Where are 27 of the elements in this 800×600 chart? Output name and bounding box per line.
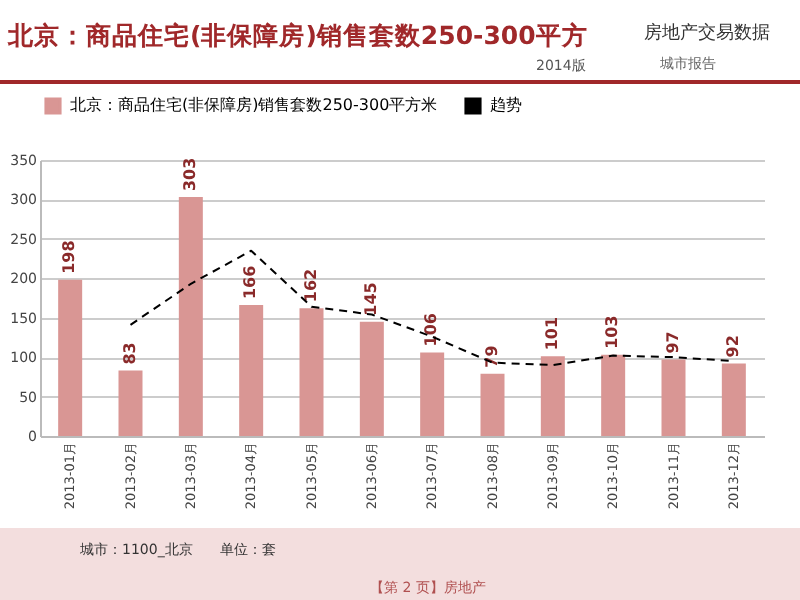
data-label: 103 xyxy=(603,315,622,349)
data-label: 198 xyxy=(60,239,79,274)
data-label: 162 xyxy=(301,268,320,303)
data-label: 92 xyxy=(723,335,742,358)
bar xyxy=(480,373,505,436)
chart-subtitle: 房地产交易数据 xyxy=(644,21,770,46)
bar xyxy=(299,308,324,436)
bar xyxy=(118,370,143,436)
data-label: 106 xyxy=(422,312,441,347)
bar xyxy=(721,363,746,436)
data-label: 303 xyxy=(180,157,199,192)
bar xyxy=(540,356,565,436)
data-label: 166 xyxy=(241,264,260,300)
data-label: 83 xyxy=(120,342,139,365)
legend-label: 北京：商品住宅(非保障房)销售套数250-300平方米 xyxy=(70,95,438,114)
bar xyxy=(58,279,83,436)
bar xyxy=(239,305,264,436)
bar xyxy=(601,354,626,436)
bar xyxy=(661,359,686,436)
chart-title: 北京：商品住宅(非保障房)销售套数250-300平方 xyxy=(8,20,588,54)
bar xyxy=(420,352,445,436)
data-label: 97 xyxy=(663,331,682,354)
data-label: 145 xyxy=(361,281,380,316)
bar xyxy=(178,197,203,436)
legend-label: 趋势 xyxy=(490,95,522,114)
data-label: 101 xyxy=(542,316,561,351)
bar xyxy=(359,321,384,436)
